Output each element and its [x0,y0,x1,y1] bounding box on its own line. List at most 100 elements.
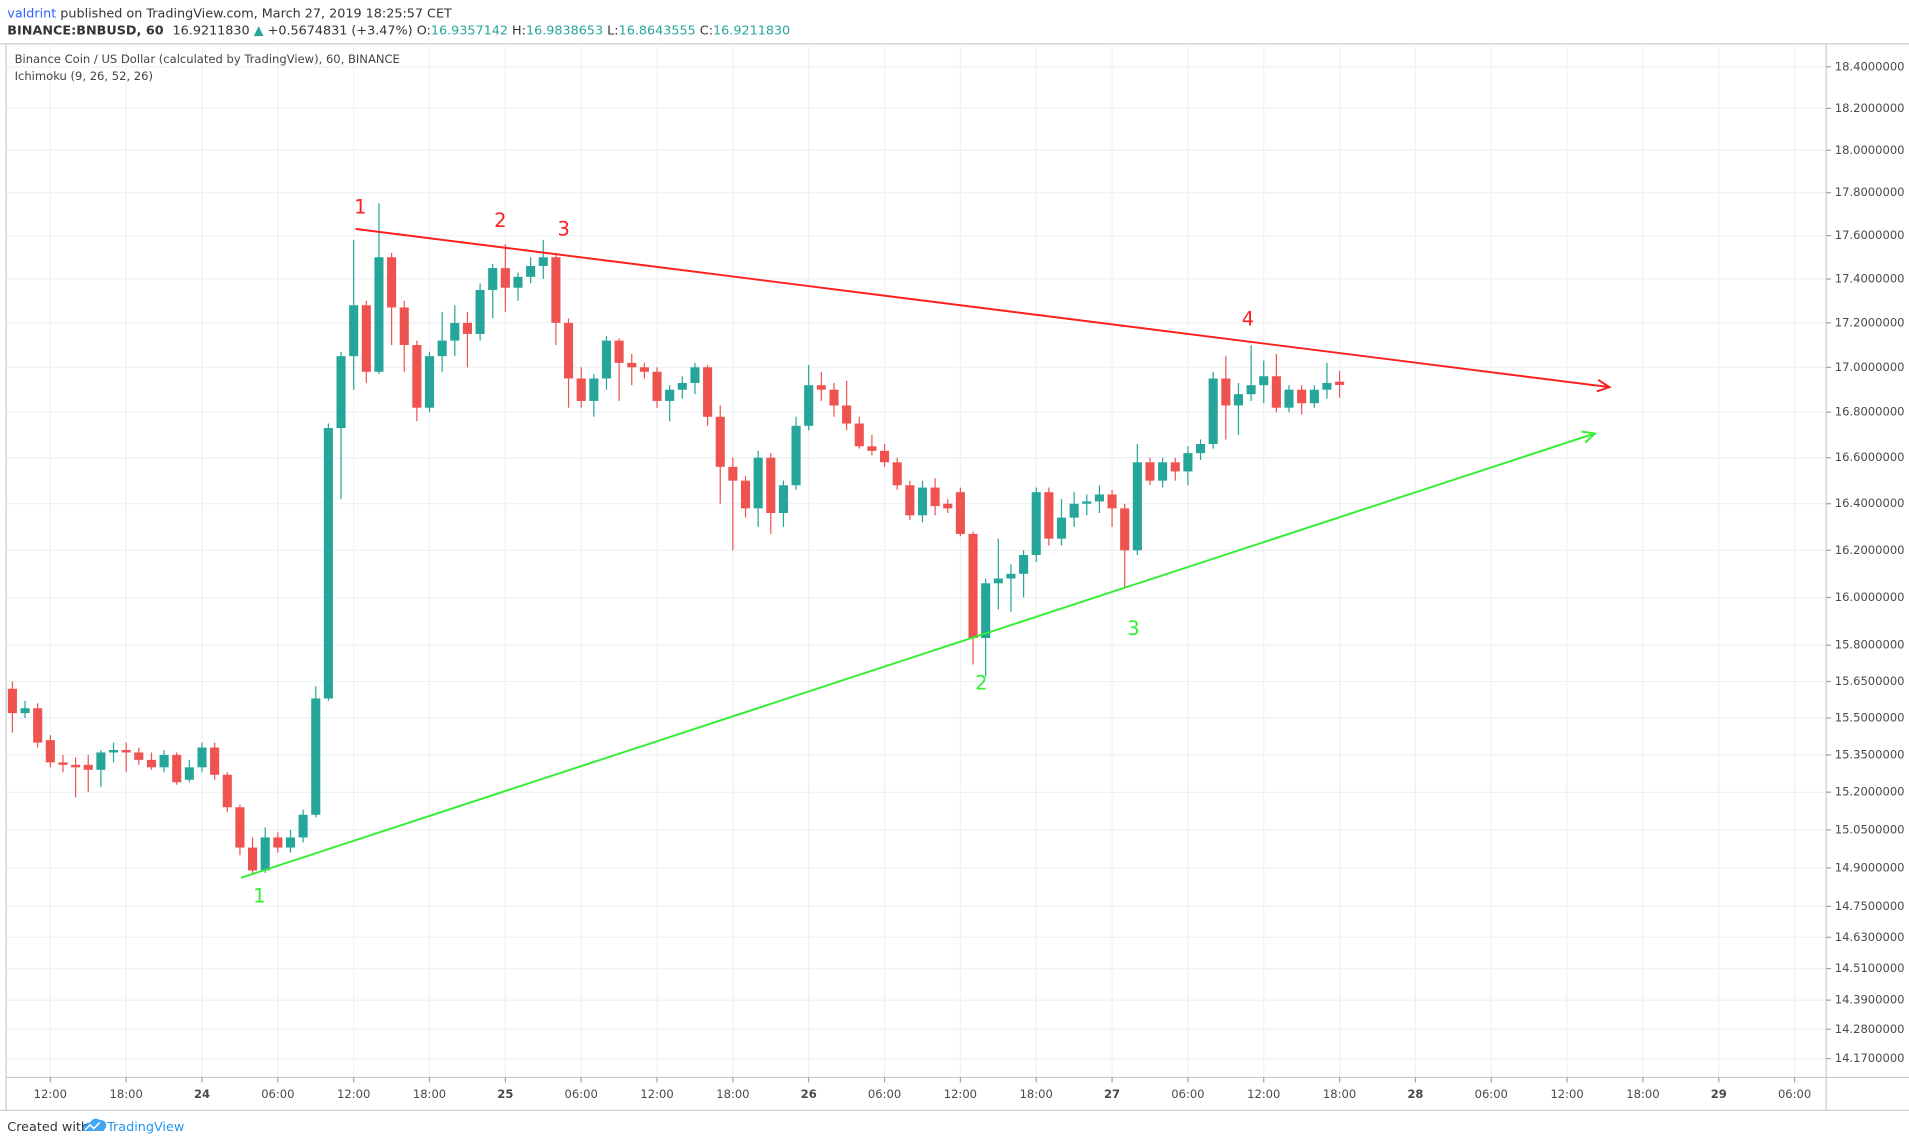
candle-body [905,485,915,516]
candle-body [652,371,662,401]
candle-body [892,462,902,486]
y-tick-label: 18.2000000 [1835,101,1905,115]
y-tick-label: 16.0000000 [1835,590,1905,604]
candle-body [58,762,68,765]
candle-body [172,754,182,783]
candle-body [538,257,548,266]
candle-body [753,457,763,509]
candle-body [955,492,965,534]
candle-body [311,698,321,815]
candle-body [791,425,801,486]
candle-body [1031,492,1041,556]
y-tick-label: 18.0000000 [1835,143,1905,157]
trend-label: 1 [354,196,366,219]
candle-body [1322,382,1332,390]
tradingview-logo [82,1118,107,1131]
x-tick-label: 06:00 [868,1087,901,1101]
trend-label: 2 [494,209,506,232]
candle-body [690,367,700,383]
ohlc-h-value: 16.9838653 [526,23,603,38]
candle-body [1170,462,1180,472]
candle-body [108,749,119,753]
candle-body [96,752,106,770]
x-tick-label: 29 [1711,1087,1727,1101]
ohlc-c-label: C: [700,23,713,38]
author[interactable]: valdrint [7,6,56,21]
candle-body [981,583,991,639]
candle-body [715,416,725,467]
x-tick-label: 24 [194,1087,210,1101]
candle-body [424,356,435,408]
candle-body [1044,492,1054,539]
candle-body [500,268,510,288]
candle-body [867,446,877,451]
candle-body [399,307,409,346]
trend-line [355,227,1610,389]
y-tick-label: 16.2000000 [1835,543,1905,557]
candle-body [740,480,751,509]
candle-body [1107,494,1117,509]
ohlc-c-value: 16.9211830 [713,23,790,38]
candle-body [134,752,144,760]
x-tick-label: 12:00 [337,1087,370,1101]
x-tick-label: 12:00 [34,1087,67,1101]
y-tick-label: 15.5000000 [1835,711,1905,725]
candle-body [677,382,687,390]
y-tick-label: 15.0500000 [1835,822,1905,836]
candle-body [627,362,637,368]
x-tick-label: 12:00 [944,1087,977,1101]
change: +0.5674831 (+3.47%) [268,23,413,38]
candle-body [943,503,953,509]
candle-body [1284,389,1294,408]
candle-body [7,688,17,714]
candle-body [488,268,498,290]
candle-body [248,847,258,871]
y-tick-label: 15.6500000 [1835,674,1905,688]
candle-body [1158,462,1168,481]
x-tick-label: 06:00 [261,1087,294,1101]
trend-arrow [1581,430,1598,444]
candle-body [235,807,245,848]
candle-body [1183,453,1193,472]
indicator-legend: Ichimoku (9, 26, 52, 26) [15,69,153,83]
candle-body [829,389,839,406]
x-tick-label: 25 [497,1087,513,1101]
candle-body [159,754,169,768]
y-tick-label: 17.0000000 [1835,360,1905,374]
candle-body [1094,494,1104,502]
candle-body [462,322,472,334]
y-tick-label: 15.2000000 [1835,785,1905,799]
footer-created: Created with [7,1120,89,1135]
x-tick-label: 27 [1104,1087,1120,1101]
candle-body [387,257,397,308]
candle-body [614,340,624,363]
ohlc-l-value: 16.8643555 [619,23,696,38]
candle-body [1221,378,1231,406]
y-tick-label: 17.6000000 [1835,228,1905,242]
candle-body [1233,394,1244,406]
x-tick-label: 18:00 [1020,1087,1053,1101]
candle-body [917,487,928,516]
candle-body [412,345,422,408]
published: published on TradingView.com, March 27, … [60,6,452,21]
y-tick-label: 17.2000000 [1835,315,1905,329]
footer-brand[interactable]: TradingView [106,1120,184,1135]
candle-body [639,367,649,372]
candle-body [222,774,232,808]
candle-body [475,289,485,334]
candle-body [1056,517,1067,539]
y-tick-label: 14.9000000 [1835,860,1905,874]
candle-body [1019,555,1029,574]
y-tick-label: 17.4000000 [1835,272,1905,286]
candle-body [1069,503,1079,518]
trend-label: 2 [975,672,987,695]
candle-body [437,340,447,357]
candle-body [210,747,220,775]
trend-label: 3 [557,218,569,241]
candle-body [83,764,93,770]
candle-body [804,385,814,426]
candle-body [551,257,561,323]
ohlc-o-value: 16.9357142 [431,23,508,38]
candle-body [374,257,384,372]
candle-body [1006,573,1016,579]
